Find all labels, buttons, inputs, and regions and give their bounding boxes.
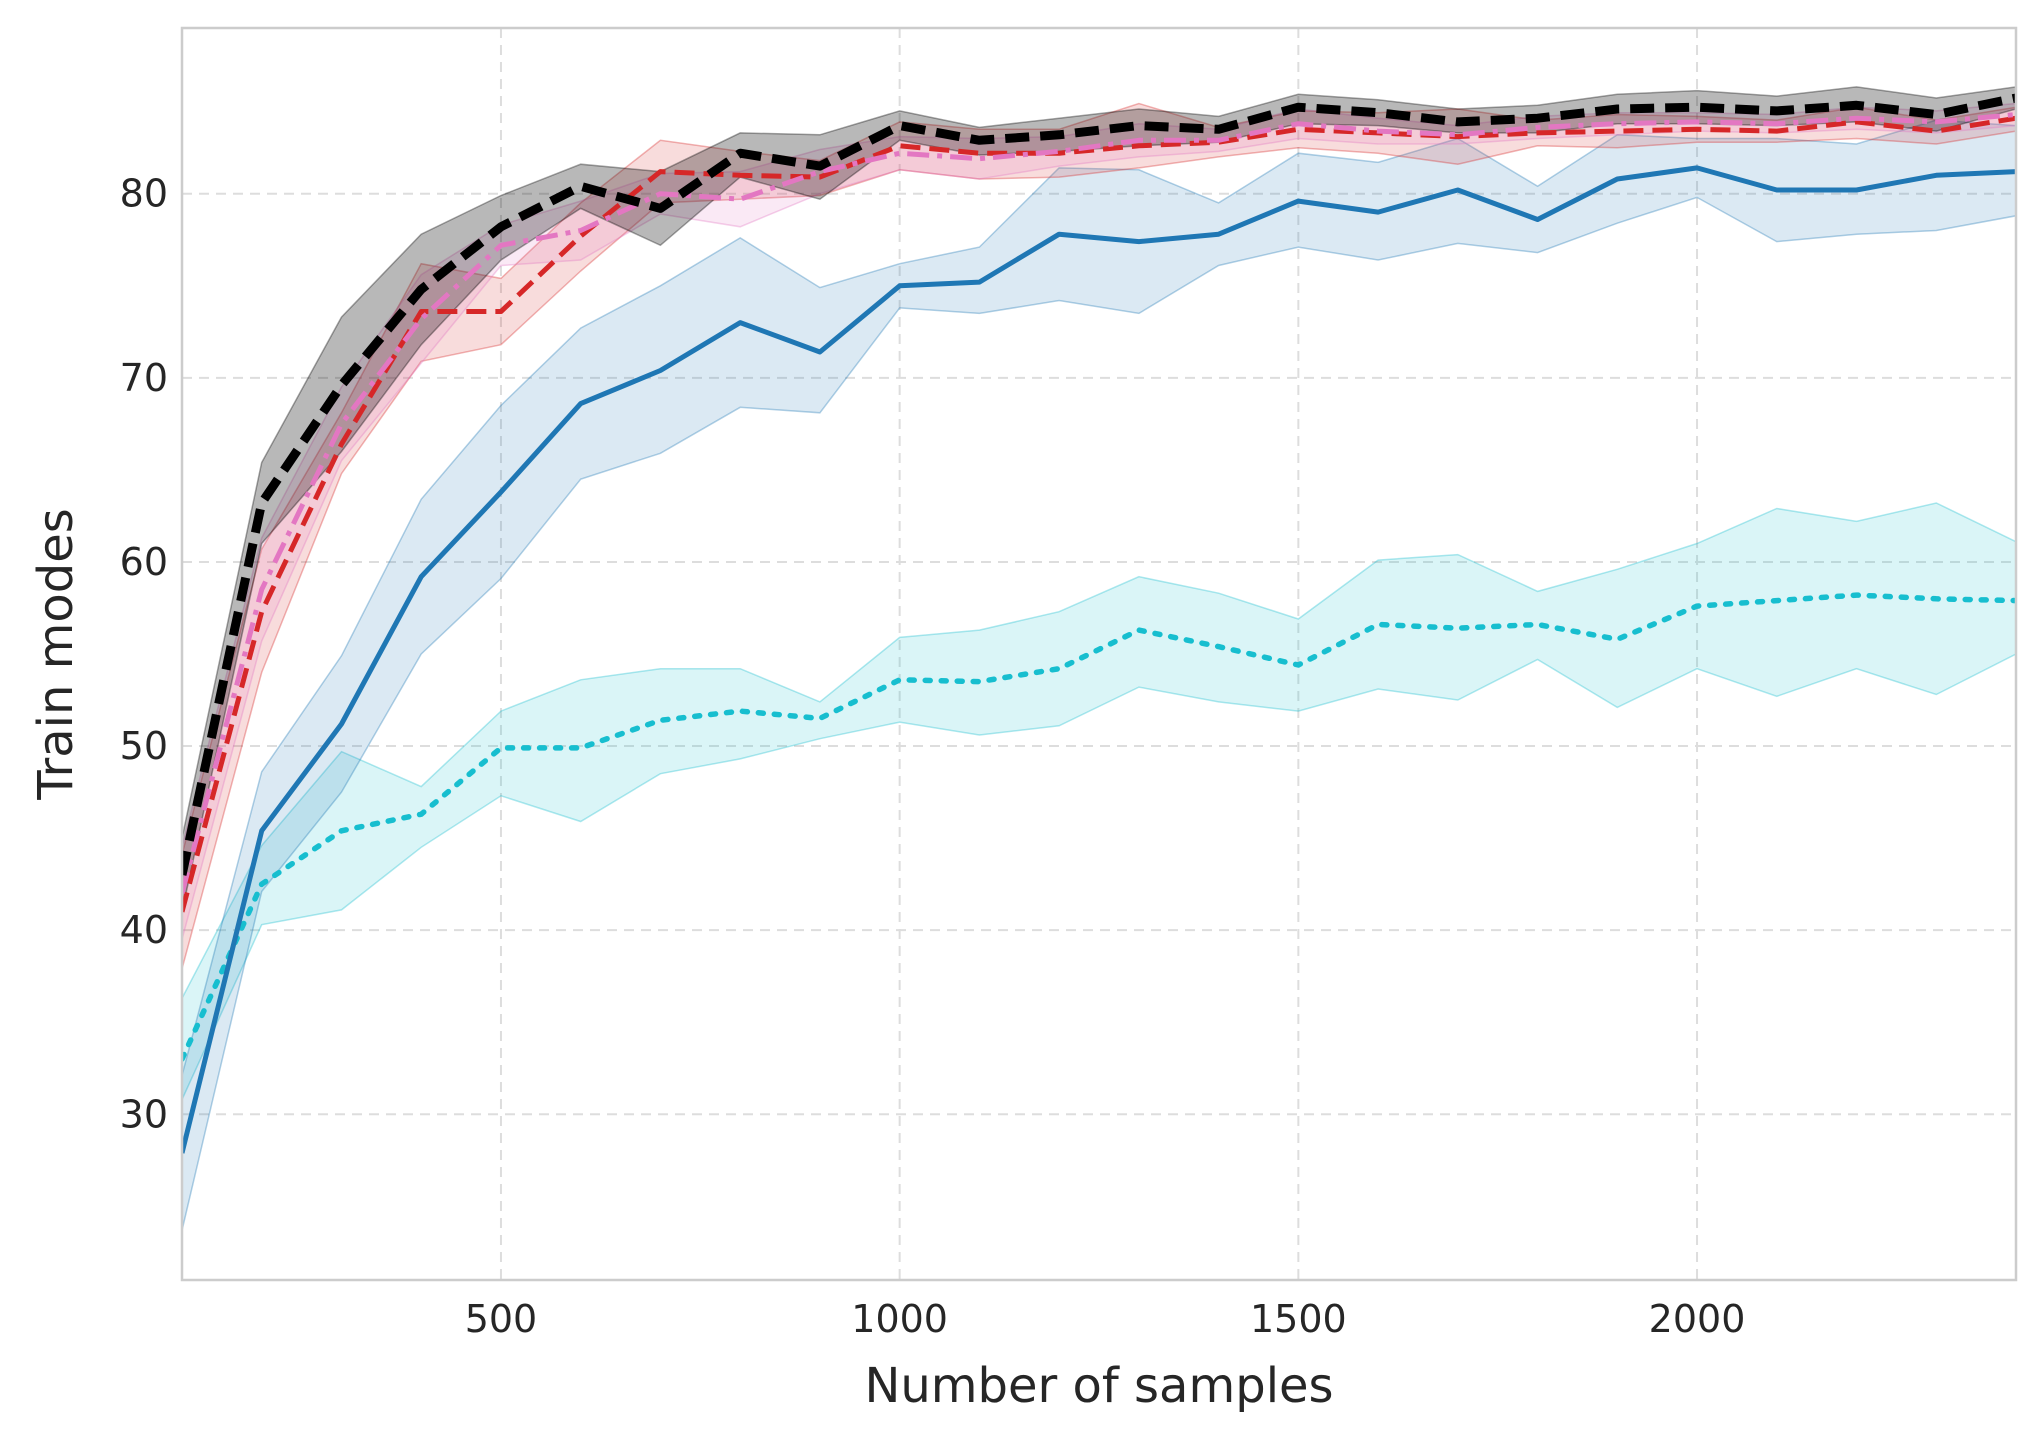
grid bbox=[182, 28, 2016, 1280]
series-line-3 bbox=[182, 112, 2016, 895]
x-tick-label: 500 bbox=[465, 1297, 538, 1341]
y-tick-label: 40 bbox=[120, 908, 168, 952]
tick-labels: 500 1000 1500 2000 30 40 50 60 70 80 bbox=[120, 172, 1746, 1341]
y-axis-label: Train modes bbox=[28, 508, 84, 801]
x-tick-label: 1500 bbox=[1250, 1297, 1347, 1341]
series-line-0 bbox=[182, 592, 2016, 1062]
x-axis-label: Number of samples bbox=[864, 1358, 1333, 1414]
confidence-band-3 bbox=[182, 102, 2016, 940]
series-line-4 bbox=[182, 93, 2016, 876]
y-tick-label: 80 bbox=[120, 172, 168, 216]
series-line-1 bbox=[182, 165, 2016, 1154]
confidence-band-0 bbox=[182, 502, 2016, 1100]
x-tick-label: 1000 bbox=[851, 1297, 948, 1341]
x-tick-label: 2000 bbox=[1649, 1297, 1746, 1341]
y-tick-label: 60 bbox=[120, 540, 168, 584]
confidence-band-1 bbox=[182, 119, 2016, 1231]
confidence-band-2 bbox=[182, 102, 2016, 969]
series-lines bbox=[182, 93, 2016, 1154]
plot-frame bbox=[180, 26, 2018, 1282]
y-tick-label: 70 bbox=[120, 356, 168, 400]
y-tick-label: 50 bbox=[120, 724, 168, 768]
y-tick-label: 30 bbox=[120, 1092, 168, 1136]
